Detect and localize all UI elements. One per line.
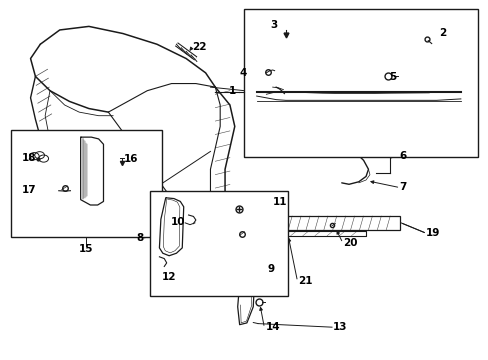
- Bar: [229, 216, 399, 230]
- Text: 17: 17: [22, 185, 37, 195]
- Text: 6: 6: [398, 151, 406, 161]
- Text: 1: 1: [228, 86, 235, 96]
- Text: 15: 15: [79, 244, 94, 253]
- Text: 16: 16: [123, 154, 138, 164]
- Text: 19: 19: [425, 228, 439, 238]
- Text: 8: 8: [136, 233, 143, 243]
- Bar: [244, 9, 477, 157]
- Text: 13: 13: [332, 322, 347, 332]
- Text: 5: 5: [388, 72, 396, 82]
- Text: 14: 14: [265, 322, 280, 332]
- Text: 10: 10: [170, 217, 185, 227]
- Text: 7: 7: [398, 182, 406, 192]
- Text: 3: 3: [270, 20, 277, 30]
- Bar: [11, 130, 162, 237]
- Text: 12: 12: [162, 272, 176, 282]
- Text: 4: 4: [239, 68, 246, 78]
- Text: 9: 9: [267, 264, 274, 274]
- Text: 20: 20: [342, 238, 357, 248]
- Bar: [149, 191, 287, 296]
- Text: 18: 18: [22, 153, 36, 163]
- Text: 22: 22: [192, 42, 206, 52]
- Text: 21: 21: [297, 276, 312, 286]
- Text: 2: 2: [438, 28, 446, 38]
- Text: 11: 11: [272, 197, 286, 207]
